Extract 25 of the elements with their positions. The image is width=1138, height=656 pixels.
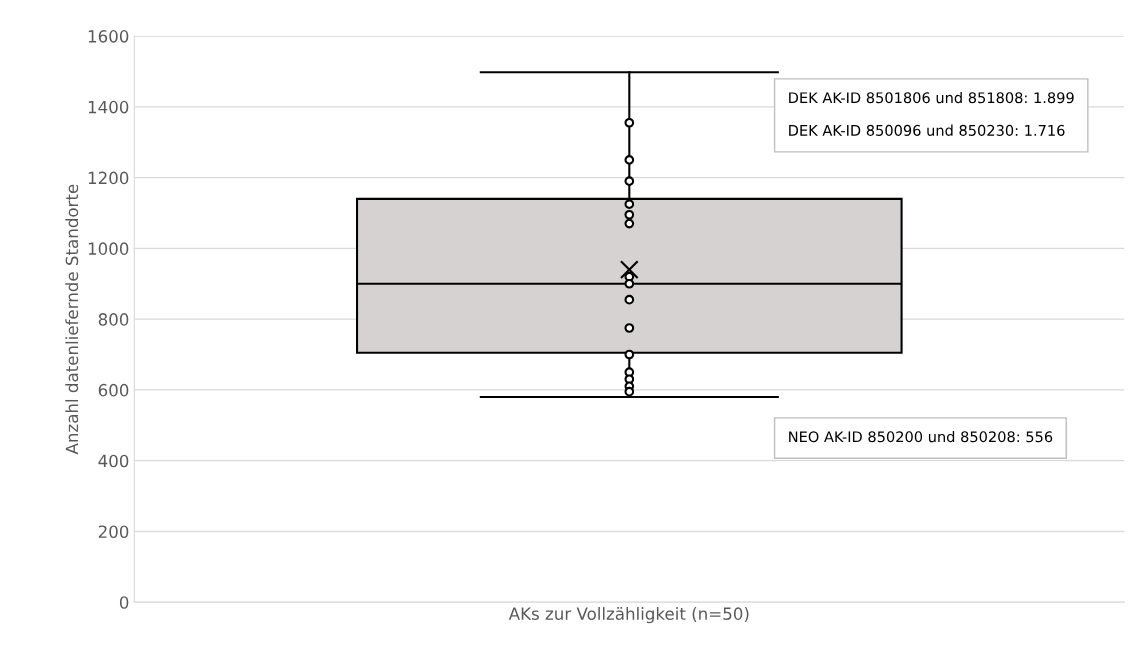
point [624, 117, 635, 128]
y-tick-label: 400 [98, 454, 129, 468]
y-tick-label: 1200 [88, 171, 129, 185]
point [624, 349, 635, 360]
point [624, 199, 635, 209]
y-tick-label: 1600 [88, 30, 129, 43]
point [624, 278, 635, 289]
y-tick-label: 1400 [88, 100, 129, 114]
y-tick-label: 800 [98, 313, 129, 326]
point [624, 155, 635, 165]
point [624, 218, 635, 229]
y-tick-label: 0 [119, 596, 129, 609]
annotation: DEK AK-ID 850096 und 850230: 1.716 [789, 124, 1065, 136]
y-tick-label: 1000 [88, 242, 129, 255]
x-tick-label: AKs zur Vollzähligkeit (n=50) [508, 607, 749, 624]
annotation: DEK AK-ID 8501806 und 851808: 1.899 [789, 91, 1074, 104]
y-axis-title: Anzahl datenliefernde Standorte [65, 184, 79, 455]
y-tick-label: 600 [98, 383, 129, 397]
point [624, 209, 635, 220]
point [624, 294, 635, 305]
point [624, 323, 635, 333]
annotation: NEO AK-ID 850200 und 850208: 556 [789, 430, 1053, 443]
point [624, 386, 635, 397]
y-tick-label: 200 [98, 525, 129, 539]
point [624, 176, 635, 186]
